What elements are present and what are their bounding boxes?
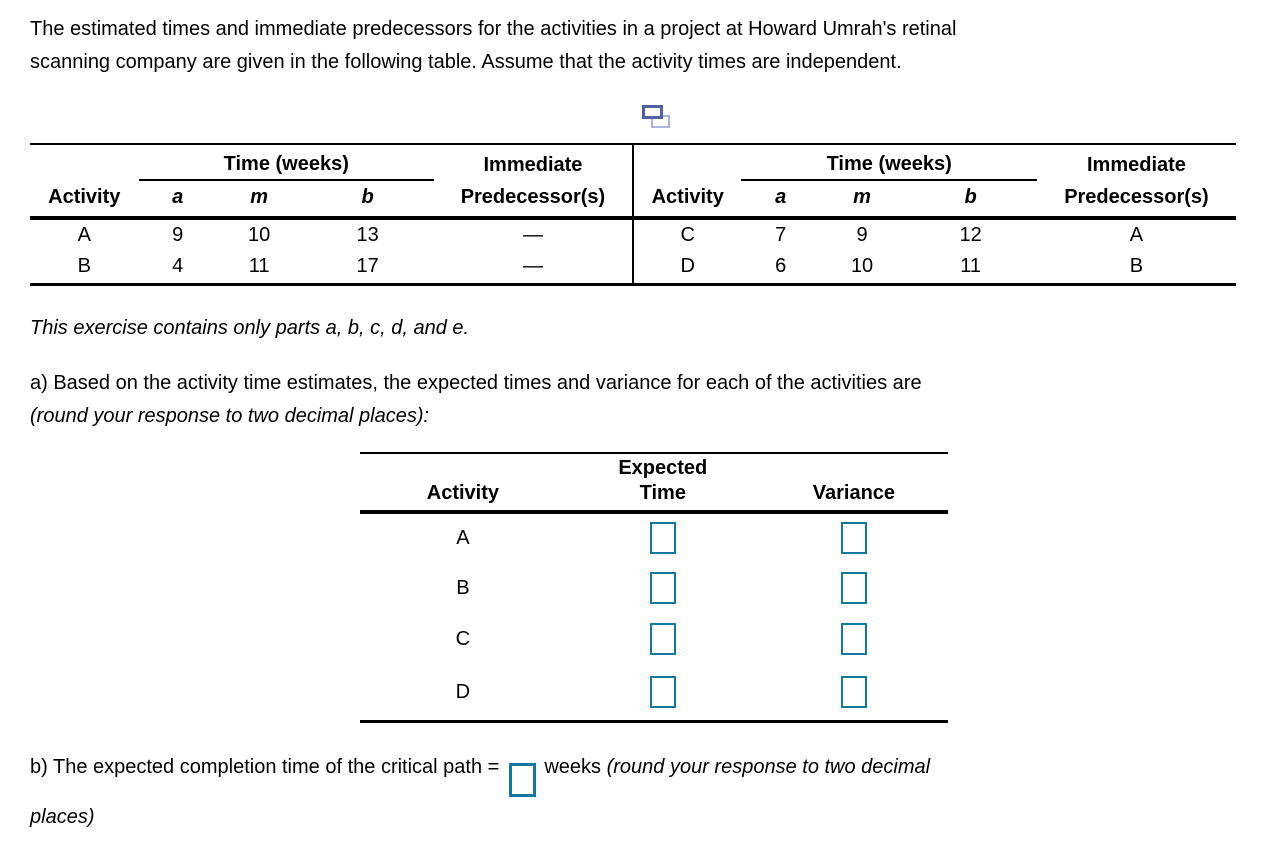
answers-activity-header: Activity [360,479,566,514]
cell-a: 6 [775,255,787,278]
a-header-left: a [138,180,217,220]
table-column-header-row: Activity a m b Predecessor(s) Activity a… [30,180,1236,220]
activity-label-c: C [455,627,471,650]
cell-predecessor: — [522,224,543,246]
part-b-clipped-text: places) [30,806,95,828]
intro-line-2: scanning company are given in the follow… [30,51,902,73]
spacer-cell [360,453,566,480]
expected-time-input-c[interactable] [649,623,676,655]
activity-header-right: Activity [631,180,742,220]
cell-a: 9 [172,224,184,246]
cell-predecessor: — [522,255,543,278]
copy-icon-front-sheet [641,105,663,119]
cell-m: 10 [247,224,271,246]
m-header-right: m [819,180,905,220]
cell-m: 10 [850,255,874,278]
part-b-text: b) The expected completion time of the c… [30,747,1236,837]
immediate-header-left: Immediate [483,154,583,176]
activity-label-d: D [455,680,471,703]
critical-path-input[interactable] [509,763,537,797]
cell-activity: A [77,224,91,246]
activity-table: Time (weeks) Immediate Time (weeks) Imme… [30,143,1236,286]
answers-header-row-2: Activity Time Variance [360,479,948,514]
expected-time-input-d[interactable] [649,676,676,709]
intro-line-1: The estimated times and immediate predec… [30,18,957,40]
cell-predecessor: B [1129,255,1144,278]
expected-header-line-1: Expected [618,456,708,479]
part-b-question: b) The expected completion time of the c… [30,756,500,778]
spacer-cell [760,453,948,480]
expected-time-input-b[interactable] [649,572,676,604]
a-header-right: a [741,180,820,220]
part-a-line-1: a) Based on the activity time estimates,… [30,371,922,394]
activity-header-left: Activity [30,180,139,220]
cell-b: 11 [960,255,981,278]
variance-input-d[interactable] [840,676,867,709]
time-weeks-header-right: Time (weeks) [741,144,1037,181]
m-header-left: m [216,180,302,220]
icon-row [30,105,1236,133]
variance-input-c[interactable] [840,623,867,655]
expected-header-line-2: Time [565,479,760,514]
part-b-weeks-label: weeks [544,756,602,778]
table-row: B 4 11 17 — D 6 10 11 B [30,251,1236,284]
question-page: The estimated times and immediate predec… [0,13,1268,837]
cell-b: 12 [959,224,982,246]
time-weeks-header-left: Time (weeks) [138,144,434,181]
cell-a: 4 [172,255,184,278]
spacer-cell [30,144,139,180]
cell-activity: C [631,218,742,251]
part-a-line-2: (round your response to two decimal plac… [30,404,430,427]
cell-b: 17 [356,255,379,278]
cell-b: 13 [356,224,379,246]
answers-header-row-1: Expected [360,453,948,480]
activity-label-a: A [456,526,470,549]
predecessor-header-left: Predecessor(s) [433,180,633,220]
cell-activity: B [77,255,91,278]
answers-row-b: B [360,563,948,614]
cell-predecessor: A [1129,224,1144,246]
answers-row-a: A [360,512,948,563]
question-intro: The estimated times and immediate predec… [30,13,1236,79]
part-b-round-note: (round your response to two decimal [606,756,931,778]
variance-header: Variance [759,479,948,514]
b-header-right: b [904,180,1037,220]
answers-row-d: D [360,665,948,722]
cell-a: 7 [775,224,787,246]
answers-table: Expected Activity Time Variance A B C [360,451,948,723]
variance-input-b[interactable] [840,572,867,604]
immediate-header-right: Immediate [1086,154,1186,176]
copy-table-icon[interactable] [641,105,673,132]
answers-row-c: C [360,614,948,665]
predecessor-header-right: Predecessor(s) [1036,180,1236,220]
cell-activity: D [631,251,742,284]
spacer-cell [631,144,742,180]
activity-label-b: B [456,576,470,599]
expected-time-input-a[interactable] [649,522,676,554]
b-header-left: b [301,180,434,220]
table-group-header-row: Time (weeks) Immediate Time (weeks) Imme… [30,144,1236,181]
part-a-text: a) Based on the activity time estimates,… [30,367,1236,433]
variance-input-a[interactable] [840,522,867,554]
cell-m: 9 [856,224,868,246]
answers-table-wrap: Expected Activity Time Variance A B C [360,451,1236,723]
cell-m: 11 [248,255,270,278]
exercise-note: This exercise contains only parts a, b, … [30,316,470,339]
table-row: A 9 10 13 — C 7 9 12 A [30,218,1236,251]
